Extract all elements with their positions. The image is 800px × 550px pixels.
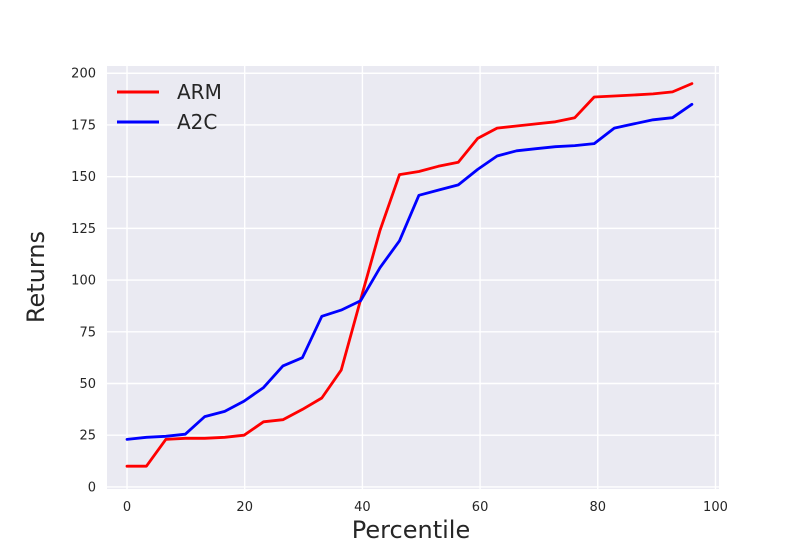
x-tick-label-0: 0 [123,500,131,515]
plot-background [107,66,719,489]
y-tick-label-0: 0 [88,480,96,495]
series-line-a2c [125,102,694,441]
y-tick-label-125: 125 [71,222,96,237]
plot-area [107,66,719,489]
y-axis-label: Returns [22,231,50,323]
axis-ticks: 0 20 40 60 80 100 0 25 50 75 100 125 150 175 200 [71,67,728,515]
legend-label-arm: ARM [177,80,222,104]
y-tick-label-25: 25 [79,429,96,444]
x-tick-label-100: 100 [703,500,728,515]
y-tick-label-175: 175 [71,118,96,133]
series-line-arm [125,82,694,468]
y-tick-label-50: 50 [79,377,96,392]
legend: ARM A2C [117,80,222,134]
x-tick-label-20: 20 [236,500,253,515]
y-tick-label-100: 100 [71,274,96,289]
x-tick-label-60: 60 [472,500,489,515]
y-tick-label-150: 150 [71,170,96,185]
y-tick-label-200: 200 [71,67,96,82]
x-tick-label-40: 40 [354,500,371,515]
x-tick-label-80: 80 [590,500,607,515]
y-tick-label-75: 75 [79,325,96,340]
legend-label-a2c: A2C [177,110,217,134]
x-axis-label: Percentile [352,516,470,544]
